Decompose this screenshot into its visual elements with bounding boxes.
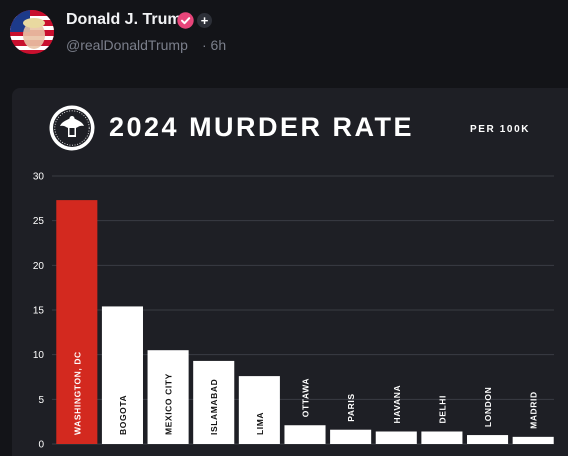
bar [421,431,463,444]
avatar[interactable] [10,10,54,54]
y-tick-label: 0 [38,440,44,451]
user-handle[interactable]: @realDonaldTrump [66,37,188,53]
y-tick-label: 20 [33,261,45,272]
bar [101,306,143,444]
y-tick-label: 15 [33,306,45,317]
avatar-image [10,10,54,54]
category-label: ISLAMABAD [209,379,219,435]
y-tick-label: 30 [33,172,45,183]
y-tick-label: 10 [33,350,45,361]
bar [467,435,509,444]
category-label: PARIS [346,393,356,421]
category-label: DELHI [437,395,447,424]
category-label: BOGOTA [118,395,128,435]
category-label: MADRID [529,391,539,429]
bar [512,436,554,444]
bar-chart: 0 5 10 15 20 25 30 WASHINGTON, DC BOGOTA MEXICO C… [33,172,554,451]
post-media-image[interactable]: 2024 MURDER RATE PER 100K 0 5 10 15 20 25 30 WA… [12,88,568,456]
bar [56,200,98,444]
category-label: LIMA [255,412,265,435]
y-tick-label: 5 [38,395,44,406]
category-label: HAVANA [392,385,402,424]
chart-title: 2024 MURDER RATE [109,112,415,142]
plus-icon: + [200,13,209,28]
verified-badge-icon [177,12,194,29]
bar [284,425,326,444]
follow-button[interactable]: + [197,13,212,28]
bar [375,431,417,444]
category-label: LONDON [483,387,493,427]
category-label: WASHINGTON, DC [72,351,82,435]
bar [238,376,280,444]
y-tick-label: 25 [33,216,45,227]
chart-subtitle: PER 100K [470,124,531,135]
bar [193,360,235,444]
category-label: OTTAWA [301,378,311,417]
bar [330,429,372,444]
display-name[interactable]: Donald J. Trump [66,11,192,28]
post-timestamp[interactable]: · 6h [202,37,227,53]
bar [147,350,189,444]
presidential-seal-icon [48,104,96,152]
category-label: MEXICO CITY [164,373,174,435]
post-header: Donald J. Trump + @realDonaldTrump · 6h [0,0,568,80]
